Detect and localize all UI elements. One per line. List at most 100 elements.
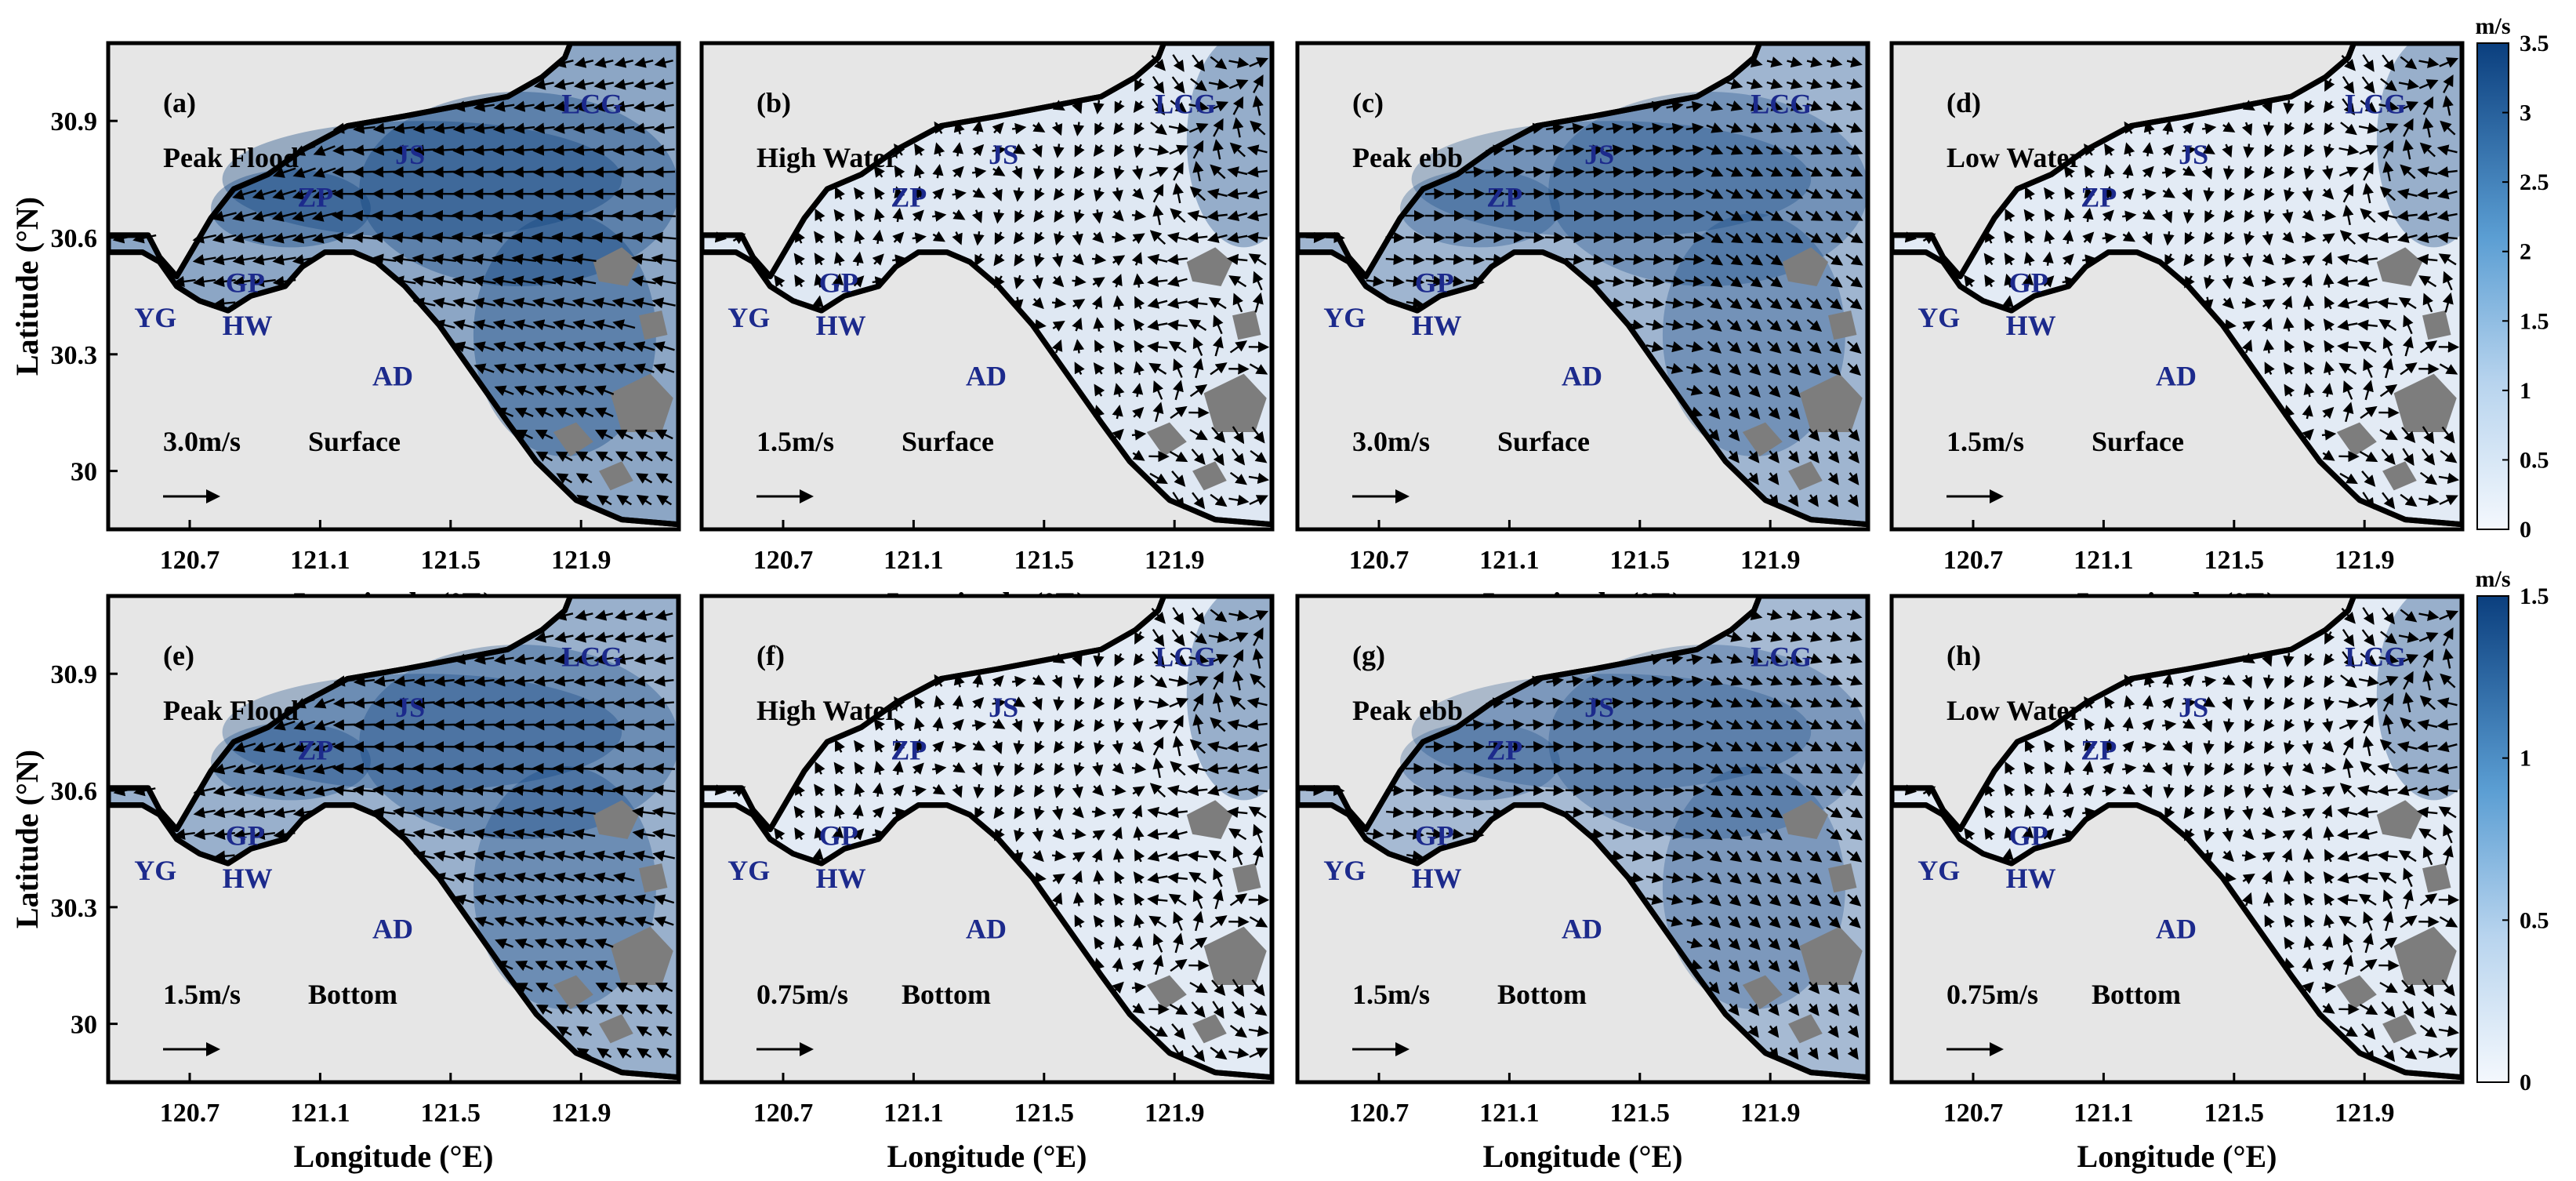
- velocity-arrow: [1706, 166, 1724, 177]
- velocity-arrow: [331, 209, 357, 222]
- velocity-arrow: [534, 385, 554, 396]
- velocity-arrow: [1152, 184, 1164, 203]
- velocity-arrow: [553, 319, 575, 331]
- velocity-arrow: [1446, 253, 1465, 266]
- velocity-arrow: [1112, 274, 1123, 288]
- velocity-arrow: [593, 100, 615, 112]
- velocity-arrow: [932, 210, 947, 222]
- velocity-arrow: [493, 341, 515, 353]
- velocity-arrow: [1192, 358, 1204, 379]
- velocity-arrow: [1706, 122, 1724, 133]
- velocity-arrow: [1249, 363, 1268, 375]
- y-tick-label: 30.9: [51, 660, 98, 689]
- velocity-arrow: [432, 275, 456, 287]
- velocity-arrow: [252, 254, 277, 266]
- velocity-arrow: [1626, 122, 1645, 134]
- velocity-arrow: [393, 122, 415, 134]
- velocity-arrow: [1094, 165, 1105, 180]
- velocity-arrow: [1092, 209, 1104, 224]
- velocity-arrow: [1745, 188, 1764, 199]
- velocity-arrow: [472, 144, 495, 156]
- velocity-arrow: [1113, 122, 1125, 135]
- layer-label: Bottom: [1497, 979, 1587, 1010]
- velocity-arrow: [412, 762, 436, 775]
- velocity-arrow: [854, 209, 865, 222]
- velocity-arrow: [1173, 358, 1184, 378]
- velocity-arrow: [1072, 100, 1083, 114]
- velocity-arrow: [1726, 100, 1743, 111]
- velocity-arrow: [1072, 231, 1083, 246]
- velocity-arrow: [1206, 232, 1228, 243]
- velocity-arrow: [1806, 100, 1823, 111]
- colorbar: [2476, 42, 2509, 530]
- velocity-arrow: [511, 209, 536, 222]
- velocity-arrow: [572, 319, 596, 331]
- velocity-arrow: [232, 254, 256, 266]
- velocity-arrow: [913, 164, 925, 179]
- velocity-arrow: [1249, 57, 1269, 68]
- velocity-arrow: [1425, 253, 1446, 266]
- velocity-arrow: [252, 275, 276, 288]
- velocity-arrow: [1845, 210, 1863, 221]
- velocity-arrow: [412, 166, 436, 178]
- velocity-arrow: [1248, 472, 1270, 485]
- velocity-arrow: [1206, 188, 1228, 200]
- velocity-arrow: [513, 122, 535, 134]
- velocity-arrow: [576, 494, 593, 506]
- x-tick-label: 121.1: [883, 1099, 944, 1128]
- velocity-arrow: [493, 100, 515, 112]
- place-label: AD: [966, 360, 1007, 391]
- velocity-arrow: [1765, 144, 1783, 155]
- velocity-arrow: [1147, 341, 1168, 353]
- x-tick-label: 120.7: [1349, 1099, 1410, 1128]
- velocity-arrow: [633, 144, 655, 156]
- velocity-arrow: [914, 143, 925, 156]
- place-label: AD: [966, 913, 1007, 944]
- velocity-arrow: [473, 341, 495, 353]
- velocity-arrow: [1072, 253, 1084, 266]
- velocity-arrow: [1172, 183, 1184, 204]
- velocity-arrow: [572, 122, 595, 134]
- velocity-arrow: [1625, 253, 1645, 266]
- velocity-arrow: [533, 341, 555, 353]
- velocity-arrow: [1228, 79, 1249, 90]
- velocity-arrow: [192, 254, 216, 266]
- velocity-arrow: [493, 363, 515, 375]
- velocity-arrow: [1094, 383, 1105, 397]
- velocity-arrow: [554, 407, 574, 418]
- x-tick-label: 121.1: [1479, 546, 1540, 575]
- velocity-arrow: [1192, 336, 1203, 356]
- velocity-arrow: [1545, 144, 1565, 156]
- colorbar-tick-label: 2.5: [2520, 169, 2549, 195]
- velocity-arrow: [892, 231, 905, 244]
- colorbar-tick-label: 2: [2520, 239, 2531, 265]
- velocity-arrow: [1505, 144, 1525, 156]
- velocity-arrow: [1212, 139, 1224, 160]
- velocity-arrow: [1386, 806, 1405, 818]
- velocity-arrow: [533, 78, 554, 90]
- velocity-arrow: [614, 56, 634, 68]
- velocity-arrow: [1190, 78, 1207, 92]
- velocity-arrow: [593, 122, 615, 134]
- velocity-arrow: [1192, 161, 1204, 182]
- velocity-arrow: [1171, 471, 1186, 487]
- velocity-arrow: [1446, 784, 1465, 797]
- velocity-arrow: [1149, 230, 1166, 245]
- tide-phase-label: High Water: [756, 142, 898, 173]
- velocity-vectors: [712, 54, 1270, 510]
- velocity-arrow: [1725, 144, 1743, 155]
- velocity-arrow: [1250, 449, 1268, 463]
- scale-arrow-label: 1.5m/s: [756, 426, 834, 457]
- velocity-arrow: [1665, 784, 1685, 797]
- place-label: LCG: [2345, 88, 2406, 119]
- velocity-arrow: [1252, 292, 1264, 313]
- layer-label: Surface: [902, 426, 994, 457]
- colorbar-unit: m/s: [2476, 566, 2511, 592]
- velocity-vectors: [1305, 56, 1863, 507]
- velocity-arrow: [932, 164, 944, 179]
- velocity-arrow: [1845, 232, 1863, 244]
- velocity-arrow: [1228, 275, 1247, 288]
- velocity-arrow: [1766, 122, 1783, 133]
- velocity-arrow: [632, 297, 656, 309]
- velocity-arrow: [1605, 806, 1625, 819]
